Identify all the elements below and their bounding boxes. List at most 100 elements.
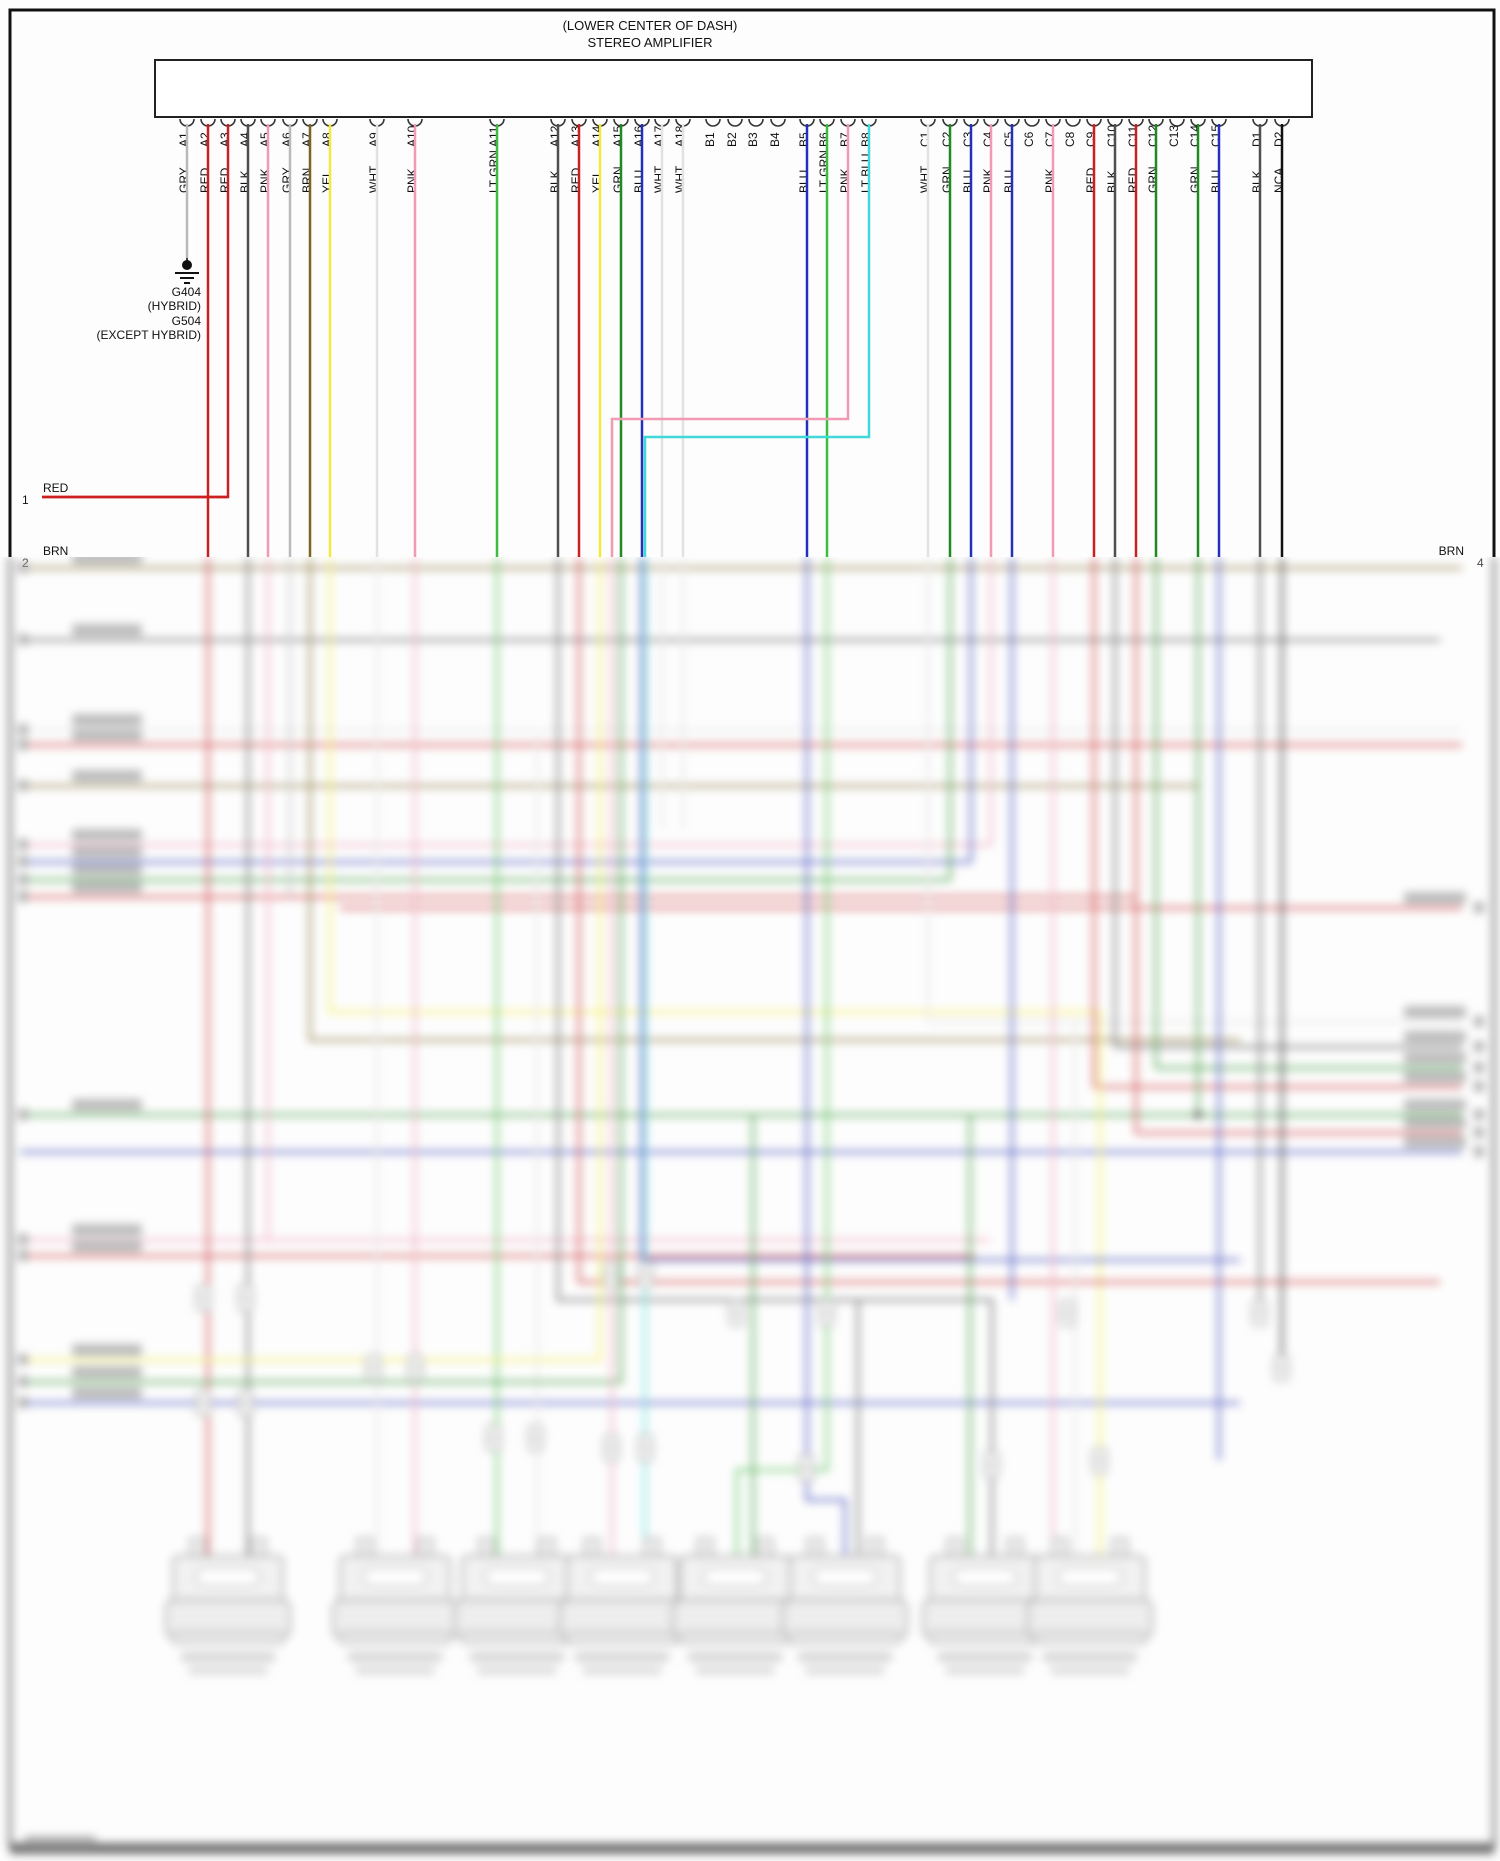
connector-caption [1050,1666,1130,1675]
wire-B7 [610,124,850,557]
pin-A1: A1 GRY [177,118,195,258]
pin-id-label: A4 [238,132,252,147]
connector-tab [538,1537,556,1557]
blurred-label [72,1366,142,1378]
pin-B1: B1 [703,118,721,147]
pin-id-label: C1 [918,131,932,147]
pin-id-label: B2 [725,132,739,147]
pin-id-label: A5 [258,132,272,147]
pin-C4: C4 PNK [981,118,999,557]
pin-B2: B2 [725,118,743,147]
pin-terminal-icon [727,118,743,127]
blurred-label [72,624,142,636]
blurred-label [72,1344,142,1356]
pin-C3: C3 BLU [961,118,979,557]
pin-id-label: A17 [652,125,666,147]
blurred-row-number [18,562,28,573]
blurred-row-number [18,739,28,750]
connector-tab [416,1537,434,1557]
pin-C11: C11 RED [1126,118,1144,557]
pin-C12: C12 GRN [1146,118,1164,557]
pin-B5: B5 BLU [797,118,815,557]
blurred-label [1404,892,1466,904]
connector-lip [678,1631,792,1645]
connector-tab [696,1537,714,1557]
pin-id-label: A14 [590,125,604,147]
amplifier-title: STEREO AMPLIFIER [588,35,713,50]
blurred-label [1404,1006,1466,1018]
pin-id-label: A6 [280,132,294,147]
connector-slot [1057,1567,1123,1587]
blurred-label [72,864,142,876]
wire-color-label: YEL [590,170,604,193]
pin-A9: A9 WHT [367,118,385,557]
pin-id-label: C5 [1002,131,1016,147]
connector-lip [565,1631,679,1645]
connector-caption [945,1666,1025,1675]
pin-id-label: D2 [1272,131,1286,147]
blurred-wire [805,557,847,1556]
wire-color-label: GRN [1146,166,1160,193]
connector-caption [695,1666,775,1675]
pin-terminal-icon [770,118,786,127]
pin-id-label: B8 [859,132,873,147]
wire-color-label: PNK [838,168,852,193]
pin-A16: A16 BLU [632,118,650,557]
blurred-wire [556,557,994,1556]
pin-A18: A18 WHT [673,118,691,557]
connector-caption [477,1666,557,1675]
blurred-wire [20,557,623,1384]
ground-label: G504 [172,314,202,328]
connector-caption [347,1652,443,1662]
speaker-connector [672,1537,798,1675]
blurred-label [72,729,142,741]
wire-color-label: BLK [548,170,562,193]
wire-color-label: GRN [940,166,954,193]
wire-color-label: BLK [1105,170,1119,193]
wire-color-label: BLU [1209,170,1223,193]
pin-id-label: C14 [1188,125,1202,147]
blurred-row-number [18,856,28,867]
connector-slot [952,1567,1018,1587]
pin-id-label: A7 [300,132,314,147]
blurred-label [1404,1071,1466,1083]
blurred-row-number [18,1376,28,1387]
pin-D2: D2 NCA [1272,118,1290,557]
left-wire-number: 1 [22,493,29,507]
pin-id-label: C2 [940,131,954,147]
blurred-label [1404,1031,1466,1043]
speaker-connector [782,1537,908,1675]
pin-id-label: D1 [1250,131,1264,147]
blurred-row-number [18,634,28,645]
connector-tab [356,1537,374,1557]
left-wire-color-label: RED [43,481,69,495]
connector-caption [355,1666,435,1675]
pin-A13: A13 RED [569,118,587,557]
wire-color-label: WHT [918,165,932,193]
pin-id-label: C7 [1043,131,1057,147]
pin-A8: A8 YEL [320,118,338,557]
connector-slot [195,1567,261,1587]
pin-id-label: C6 [1022,131,1036,147]
blurred-row-number [1474,1127,1484,1138]
connector-tab [866,1537,884,1557]
blurred-row-number [18,1250,28,1261]
connector-tab [643,1537,661,1557]
pin-C10: C10 BLK [1105,118,1123,557]
pin-C6: C6 [1022,118,1040,147]
wire-color-label: PNK [981,168,995,193]
pin-id-label: C10 [1105,125,1119,147]
connector-tab [189,1537,207,1557]
connector-lip [338,1631,452,1645]
wire-color-label: WHT [673,165,687,193]
blurred-wire [328,557,1102,1556]
wire-color-label: BLU [797,170,811,193]
wire-color-label: GRN [611,166,625,193]
speaker-connector [922,1537,1048,1675]
blurred-wire [735,557,829,1556]
pin-A2: A2 RED [198,118,216,557]
wire-color-label: PNK [405,168,419,193]
pin-id-label: A2 [198,132,212,147]
